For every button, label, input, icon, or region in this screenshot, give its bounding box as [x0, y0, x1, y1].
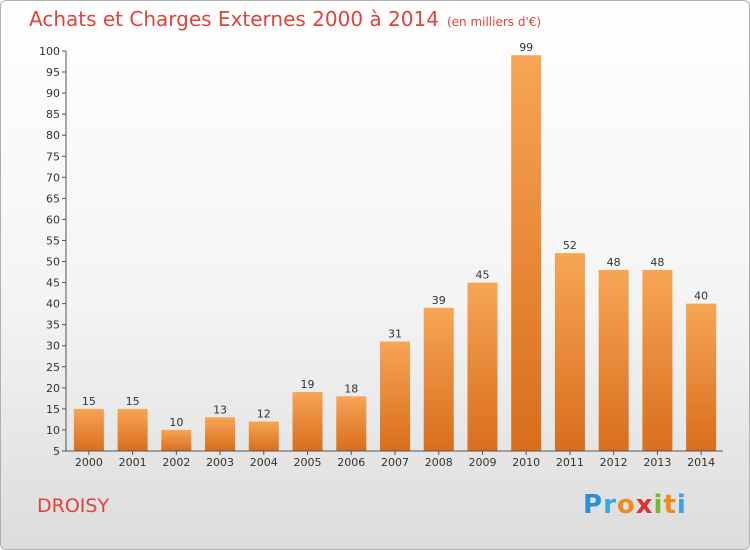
y-tick-label: 25 [46, 361, 60, 374]
x-tick-label: 2009 [468, 456, 496, 469]
x-tick-label: 2002 [162, 456, 190, 469]
y-tick-label: 20 [46, 382, 60, 395]
bar-2010 [511, 55, 542, 452]
y-tick-label: 60 [46, 213, 60, 226]
y-tick-label: 40 [46, 298, 60, 311]
chart-title-text: Achats et Charges Externes 2000 à 2014 [29, 7, 439, 31]
x-tick-label: 2001 [119, 456, 147, 469]
y-tick-label: 65 [46, 192, 60, 205]
bar-2009 [467, 282, 498, 451]
bar-value-label: 10 [169, 416, 183, 429]
y-tick-label: 15 [46, 403, 60, 416]
bar-2011 [554, 253, 585, 451]
y-tick-label: 80 [46, 129, 60, 142]
x-tick-label: 2013 [643, 456, 671, 469]
x-tick-label: 2011 [556, 456, 584, 469]
bar-value-label: 45 [475, 269, 489, 282]
y-tick-label: 90 [46, 87, 60, 100]
y-tick-label: 100 [39, 45, 60, 58]
bar-value-label: 48 [650, 256, 664, 269]
bar-2004 [248, 421, 279, 451]
bars: 15 15 10 13 12 19 18 31 39 45 99 52 48 48 40 [73, 41, 717, 452]
bar-value-label: 13 [213, 403, 227, 416]
bar-2013 [642, 269, 673, 451]
bar-value-label: 40 [694, 290, 708, 303]
x-tick-label: 2007 [381, 456, 409, 469]
y-tick-label: 10 [46, 424, 60, 437]
bar-value-label: 31 [388, 328, 402, 341]
bar-2014 [686, 303, 717, 451]
bar-2005 [292, 392, 323, 451]
bar-2006 [336, 396, 367, 451]
bar-2002 [161, 429, 192, 451]
x-tick-label: 2004 [250, 456, 278, 469]
bar-2003 [205, 417, 236, 451]
y-tick-label: 30 [46, 340, 60, 353]
x-tick-label: 2008 [425, 456, 453, 469]
bar-value-label: 99 [519, 41, 533, 54]
bar-2000 [73, 408, 104, 451]
x-tick-label: 2000 [75, 456, 103, 469]
chart-subtitle: (en milliers d'€) [446, 15, 542, 29]
place-name: DROISY [37, 495, 110, 517]
y-tick-label: 55 [46, 234, 60, 247]
bar-value-label: 48 [607, 256, 621, 269]
bar-2007 [380, 341, 410, 451]
bar-value-label: 15 [82, 395, 96, 408]
chart-title: Achats et Charges Externes 2000 à 2014 (e… [29, 7, 541, 31]
y-tick-label: 35 [46, 319, 60, 332]
y-tick-label: 85 [46, 108, 60, 121]
x-tick-label: 2005 [294, 456, 322, 469]
bar-value-label: 52 [563, 239, 577, 252]
y-tick-label: 45 [46, 277, 60, 290]
y-tick-label: 75 [46, 150, 60, 163]
bar-value-label: 18 [344, 382, 358, 395]
x-tick-label: 2010 [512, 456, 540, 469]
x-tick-label: 2014 [687, 456, 715, 469]
bar-value-label: 12 [257, 408, 271, 421]
bar-2008 [423, 307, 454, 451]
y-tick-label: 5 [53, 445, 60, 458]
y-tick-label: 95 [46, 66, 60, 79]
bar-value-label: 19 [301, 378, 315, 391]
bar-2012 [598, 269, 629, 451]
bar-2001 [117, 408, 148, 451]
bar-value-label: 15 [126, 395, 140, 408]
proxiti-logo: Proxiti [583, 490, 687, 520]
x-tick-label: 2003 [206, 456, 234, 469]
x-tick-label: 2012 [600, 456, 628, 469]
y-tick-label: 70 [46, 171, 60, 184]
y-tick-label: 50 [46, 256, 60, 269]
y-axis: 5 10 15 20 25 30 35 40 45 50 55 60 65 70 75 80 85 90 95 100 [39, 45, 67, 458]
bar-value-label: 39 [432, 294, 446, 307]
x-axis: 2000 2001 2002 2003 2004 2005 2006 2007 2008 2009… [66, 450, 723, 469]
x-tick-label: 2006 [337, 456, 365, 469]
